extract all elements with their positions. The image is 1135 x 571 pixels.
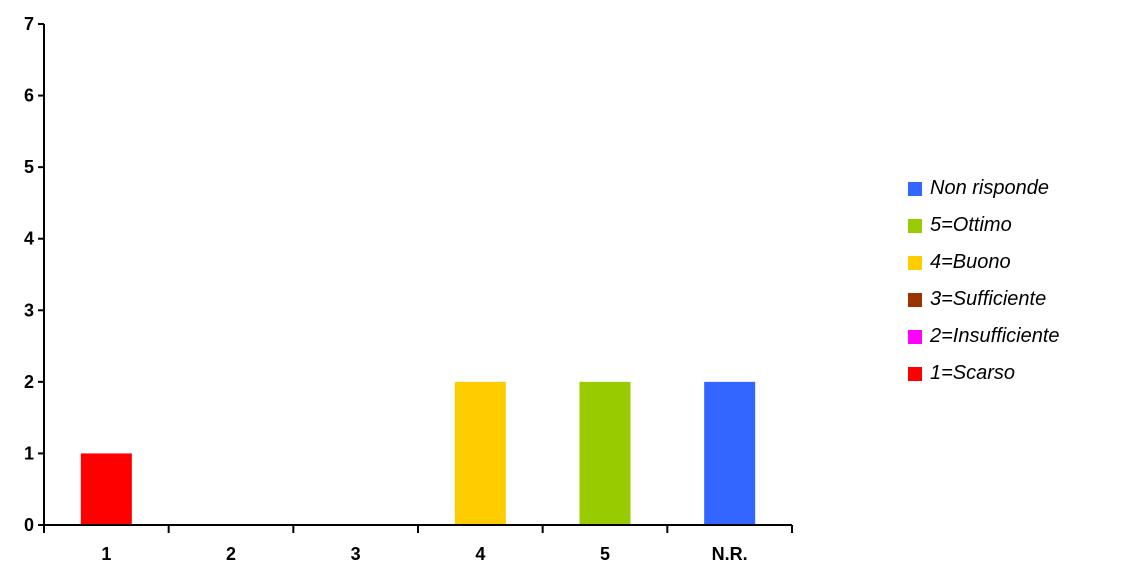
y-tick-label: 5 (24, 157, 34, 177)
bar-5 (579, 381, 631, 525)
legend-label: Non risponde (930, 177, 1049, 199)
legend-swatch (908, 366, 922, 381)
legend-label: 4=Buono (930, 251, 1011, 273)
y-tick-label: 6 (24, 86, 34, 106)
y-tick-label: 3 (24, 300, 34, 320)
y-tick-label: 1 (24, 443, 34, 463)
legend-label: 5=Ottimo (930, 214, 1012, 236)
legend: Non risponde 5=Ottimo 4=Buono 3=Sufficiente… (908, 170, 1060, 392)
legend-swatch (908, 218, 922, 233)
legend-swatch (908, 255, 922, 270)
legend-item: 3=Sufficiente (908, 281, 1060, 318)
legend-item: 4=Buono (908, 244, 1060, 281)
bar-4 (454, 381, 506, 525)
legend-label: 1=Scarso (930, 362, 1016, 384)
plot-area: 0 1 2 3 4 5 6 7 1 2 3 4 5 N.R. (24, 14, 793, 564)
legend-swatch (908, 329, 922, 344)
y-tick-label: 0 (24, 515, 34, 535)
x-tick-label: 5 (600, 544, 610, 564)
legend-label: 3=Sufficiente (930, 288, 1047, 310)
legend-swatch (908, 292, 922, 307)
bar-6 (704, 381, 756, 525)
y-tick-label: 4 (24, 229, 34, 249)
legend-item: Non risponde (908, 170, 1060, 207)
x-tick-label: 4 (475, 544, 485, 564)
legend-swatch (908, 181, 922, 196)
y-tick-label: 2 (24, 372, 34, 392)
y-tick-label: 7 (24, 14, 34, 34)
x-tick-label: N.R. (712, 544, 748, 564)
x-tick-label: 1 (101, 544, 111, 564)
bar-1 (80, 453, 132, 525)
x-tick-label: 3 (351, 544, 361, 564)
legend-label: 2=Insufficiente (930, 325, 1060, 347)
legend-item: 1=Scarso (908, 355, 1060, 392)
legend-item: 2=Insufficiente (908, 318, 1060, 355)
legend-item: 5=Ottimo (908, 207, 1060, 244)
x-tick-label: 2 (226, 544, 236, 564)
